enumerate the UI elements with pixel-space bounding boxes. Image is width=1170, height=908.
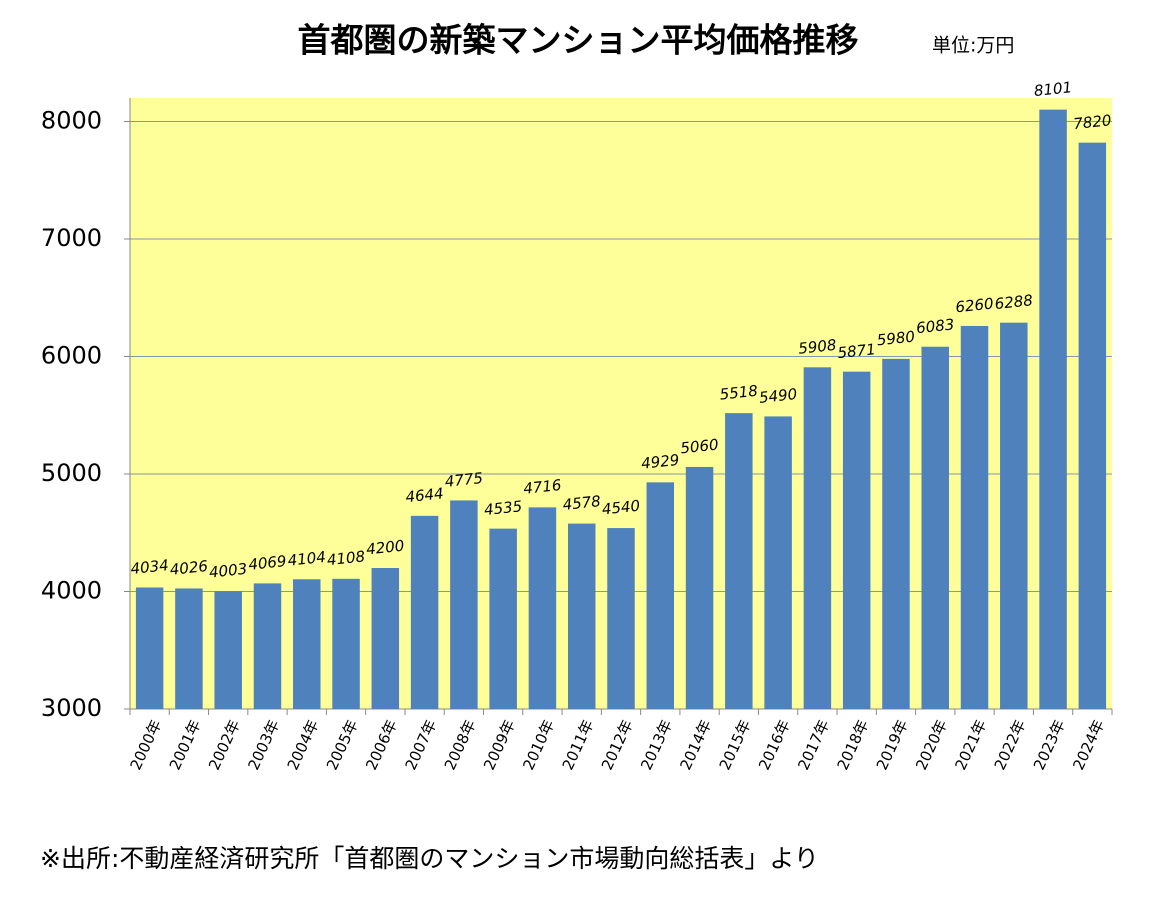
x-tick-label: 2020年 bbox=[912, 717, 951, 773]
bar bbox=[842, 371, 871, 709]
x-tick-label: 2011年 bbox=[559, 717, 598, 773]
x-tick-label: 2004年 bbox=[284, 717, 323, 773]
data-label: 4716 bbox=[522, 476, 562, 498]
data-label: 4929 bbox=[640, 451, 680, 473]
data-label: 6260 bbox=[955, 295, 995, 317]
data-label: 5518 bbox=[719, 382, 759, 404]
bar bbox=[803, 367, 832, 709]
x-tick-label: 2013年 bbox=[637, 717, 676, 773]
chart-title: 首都圏の新築マンション平均価格推移 bbox=[298, 21, 859, 60]
x-tick-label: 2015年 bbox=[716, 717, 755, 773]
bar bbox=[450, 500, 478, 709]
bar bbox=[175, 588, 203, 709]
bar bbox=[646, 482, 675, 709]
data-label: 4540 bbox=[601, 497, 641, 519]
bar bbox=[332, 578, 360, 709]
x-tick-label: 2003年 bbox=[244, 717, 283, 773]
bar bbox=[489, 528, 517, 709]
x-tick-label: 2006年 bbox=[362, 717, 401, 773]
data-label: 5908 bbox=[797, 336, 837, 358]
y-tick-label: 5000 bbox=[41, 459, 102, 487]
bar bbox=[960, 325, 989, 709]
data-label: 4775 bbox=[444, 469, 484, 491]
bar bbox=[607, 528, 635, 709]
x-tick-label: 2023年 bbox=[1030, 717, 1069, 773]
x-tick-label: 2007年 bbox=[402, 717, 441, 773]
chart-unit: 単位:万円 bbox=[932, 35, 1014, 57]
bar bbox=[1000, 322, 1028, 709]
bar bbox=[882, 358, 910, 709]
data-label: 4200 bbox=[365, 537, 405, 559]
x-tick-label: 2001年 bbox=[166, 717, 205, 773]
data-label: 5060 bbox=[680, 436, 720, 458]
data-label: 4535 bbox=[483, 497, 523, 519]
data-label: 4069 bbox=[247, 552, 287, 574]
x-tick-label: 2014年 bbox=[676, 717, 715, 773]
x-tick-label: 2022年 bbox=[991, 717, 1030, 773]
x-tick-label: 2024年 bbox=[1069, 717, 1108, 773]
y-tick-label: 3000 bbox=[41, 694, 102, 722]
x-tick-label: 2009年 bbox=[480, 717, 519, 773]
bar bbox=[214, 591, 242, 709]
x-tick-label: 2000年 bbox=[127, 717, 166, 773]
data-label: 4644 bbox=[405, 484, 445, 506]
data-label: 8101 bbox=[1033, 78, 1073, 100]
bar bbox=[293, 579, 321, 709]
data-label: 5871 bbox=[837, 340, 877, 362]
data-label: 7820 bbox=[1072, 111, 1112, 133]
data-label: 4003 bbox=[208, 560, 248, 582]
data-label: 5490 bbox=[758, 385, 798, 407]
bar bbox=[135, 587, 164, 709]
x-tick-label: 2016年 bbox=[755, 717, 794, 773]
bar bbox=[725, 413, 753, 709]
bar bbox=[685, 466, 714, 709]
y-tick-label: 7000 bbox=[41, 224, 102, 252]
y-tick-label: 4000 bbox=[41, 577, 102, 605]
data-label: 4104 bbox=[287, 548, 327, 570]
x-tick-label: 2021年 bbox=[951, 717, 990, 773]
x-tick-label: 2017年 bbox=[794, 717, 833, 773]
x-tick-label: 2012年 bbox=[598, 717, 637, 773]
data-label: 6083 bbox=[915, 315, 955, 337]
x-tick-label: 2008年 bbox=[441, 717, 480, 773]
data-label: 6288 bbox=[994, 291, 1034, 313]
bar bbox=[528, 507, 557, 709]
bar bbox=[1078, 142, 1107, 709]
bar bbox=[921, 346, 949, 709]
bar bbox=[410, 515, 439, 709]
bar bbox=[1039, 109, 1067, 709]
data-label: 4026 bbox=[169, 557, 209, 579]
bar bbox=[567, 523, 596, 709]
x-tick-label: 2005年 bbox=[323, 717, 362, 773]
bar bbox=[253, 583, 282, 709]
data-label: 4108 bbox=[326, 547, 366, 569]
data-label: 4578 bbox=[562, 492, 602, 514]
x-tick-label: 2018年 bbox=[834, 717, 873, 773]
x-tick-label: 2010年 bbox=[519, 717, 558, 773]
data-label: 5980 bbox=[876, 327, 916, 349]
x-tick-label: 2002年 bbox=[205, 717, 244, 773]
data-label: 4034 bbox=[130, 556, 170, 578]
y-tick-label: 8000 bbox=[41, 107, 102, 135]
bar bbox=[371, 568, 400, 709]
x-tick-label: 2019年 bbox=[873, 717, 912, 773]
y-tick-label: 6000 bbox=[41, 342, 102, 370]
footnote: ※出所:不動産経済研究所「首都圏のマンション市場動向総括表」より bbox=[40, 844, 819, 873]
bar bbox=[764, 416, 792, 709]
